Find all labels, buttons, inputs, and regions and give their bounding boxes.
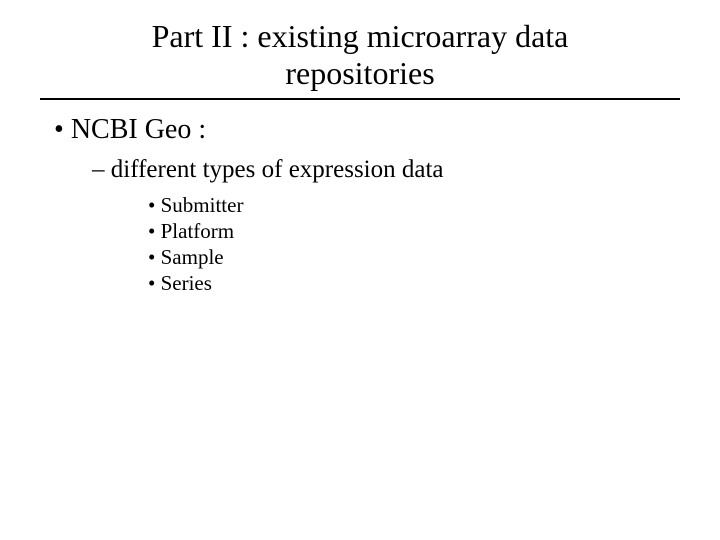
bullet-level3-item: Platform bbox=[148, 218, 680, 244]
bullet-level3-item: Sample bbox=[148, 244, 680, 270]
title-underline bbox=[40, 98, 680, 100]
bullet-level3-item: Submitter bbox=[148, 192, 680, 218]
bullet-level1-item: NCBI Geo : bbox=[54, 114, 680, 146]
slide-container: Part II : existing microarray data repos… bbox=[0, 0, 720, 540]
slide-title: Part II : existing microarray data repos… bbox=[40, 18, 680, 98]
bullet-level3-item: Series bbox=[148, 270, 680, 296]
bullet-level3-list: Submitter Platform Sample Series bbox=[40, 192, 680, 297]
bullet-level2-item: different types of expression data bbox=[92, 156, 680, 184]
